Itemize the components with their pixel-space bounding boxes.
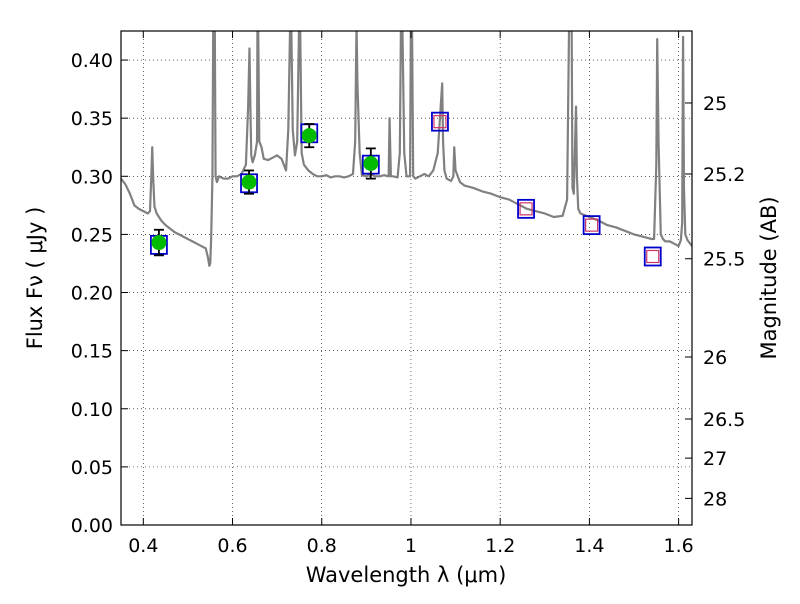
- x-tick-label: 1.6: [664, 535, 694, 557]
- y2-tick-label: 26.5: [703, 409, 745, 431]
- y-tick-label: 0.30: [71, 166, 113, 188]
- model-flux-box: [517, 198, 535, 219]
- upper-limit-square: [433, 115, 447, 129]
- observed-flux-point: [363, 156, 379, 172]
- x-tick-label: 1: [405, 535, 417, 557]
- grid-lines: [121, 31, 692, 526]
- x-tick-label: 0.4: [128, 535, 158, 557]
- x-axis-ticks: 0.4 0.6 0.8 1 1.2 1.4 1.6: [128, 31, 694, 557]
- model-flux-box: [582, 215, 601, 236]
- plot-frame: [120, 30, 693, 526]
- y-tick-label: 0.40: [71, 50, 113, 72]
- model-spectrum-layer: [121, 31, 692, 267]
- upper-limit-square: [519, 202, 533, 216]
- y-tick-label: 0.10: [71, 399, 113, 421]
- y-tick-label: 0.20: [71, 283, 113, 305]
- y-axis-title: Flux Fν ( μJy ): [23, 207, 47, 350]
- y2-axis-ticks: 25 25.2 25.5 26 26.5 27 28: [685, 93, 745, 510]
- y2-tick-label: 28: [703, 488, 727, 510]
- y2-tick-label: 26: [703, 347, 727, 369]
- x-tick-label: 1.4: [574, 535, 604, 557]
- y-tick-label: 0.05: [71, 457, 113, 479]
- observed-flux-point: [241, 174, 257, 190]
- observed-flux-point: [301, 128, 317, 144]
- y-tick-label: 0.35: [71, 108, 113, 130]
- y-tick-label: 0.15: [71, 341, 113, 363]
- upper-limit-square: [585, 218, 599, 232]
- upper-limit-square: [646, 249, 660, 264]
- x-tick-label: 0.8: [307, 535, 337, 557]
- marker-layer: [150, 111, 662, 267]
- x-tick-label: 0.6: [217, 535, 247, 557]
- y-axis-ticks: 0.00 0.05 0.10 0.15 0.20 0.25 0.30 0.35 0.40: [71, 50, 128, 537]
- y2-tick-label: 25: [703, 93, 727, 115]
- x-tick-label: 1.2: [485, 535, 515, 557]
- y2-tick-label: 25.2: [703, 164, 745, 186]
- y2-axis-title: Magnitude (AB): [757, 196, 781, 359]
- y2-tick-label: 25.5: [703, 249, 745, 271]
- x-axis-title: Wavelength λ (μm): [306, 563, 507, 587]
- model-spectrum-line: [121, 31, 692, 267]
- model-flux-box: [431, 111, 449, 132]
- y-tick-label: 0.00: [71, 515, 113, 537]
- y-tick-label: 0.25: [71, 224, 113, 246]
- y2-tick-label: 27: [703, 448, 727, 470]
- model-flux-box: [643, 246, 662, 267]
- observed-flux-point: [151, 235, 167, 251]
